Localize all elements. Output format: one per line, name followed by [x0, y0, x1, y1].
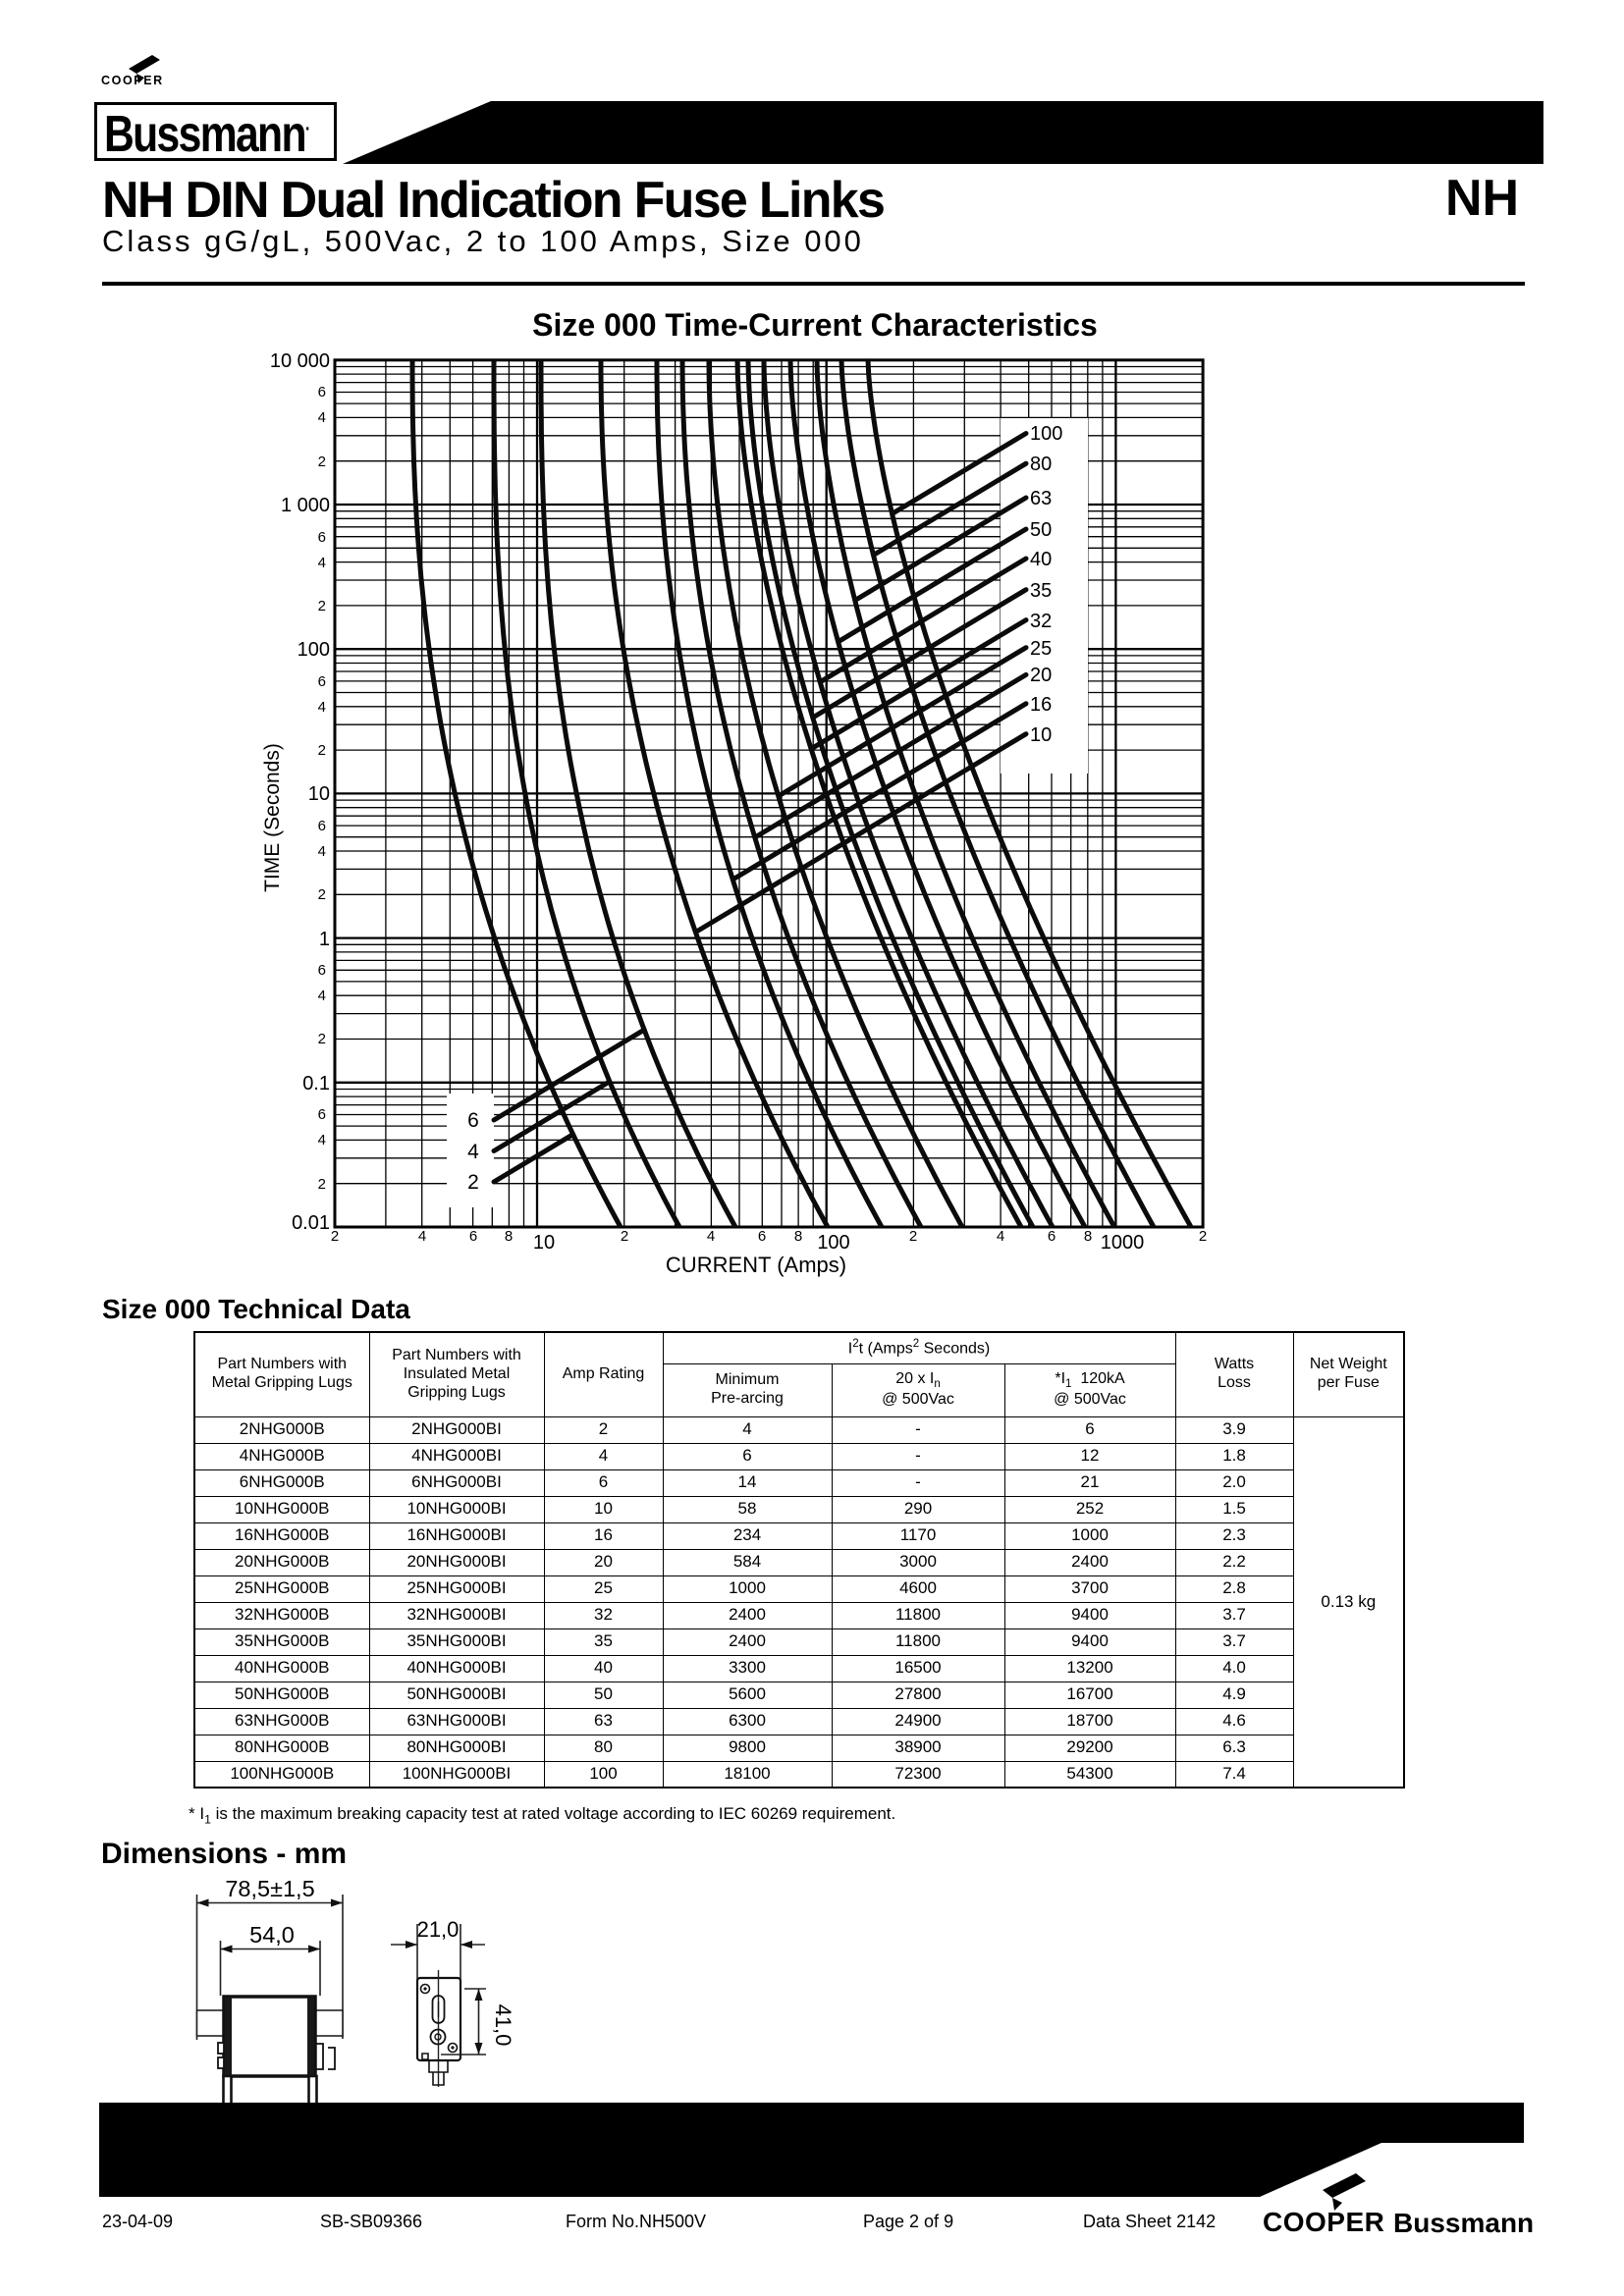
svg-text:25: 25: [1030, 638, 1052, 660]
svg-text:1: 1: [319, 929, 330, 950]
svg-text:100: 100: [817, 1232, 849, 1254]
svg-text:50: 50: [1030, 519, 1052, 541]
svg-text:1 000: 1 000: [281, 495, 330, 516]
svg-text:4: 4: [997, 1228, 1004, 1245]
svg-text:6: 6: [318, 384, 326, 400]
svg-text:2: 2: [467, 1171, 479, 1194]
svg-text:4: 4: [318, 843, 326, 860]
svg-text:2: 2: [331, 1228, 339, 1245]
svg-text:2: 2: [318, 1176, 326, 1193]
svg-text:10: 10: [533, 1232, 555, 1254]
svg-text:20: 20: [1030, 665, 1052, 686]
svg-text:4: 4: [418, 1228, 426, 1245]
svg-text:4: 4: [318, 1132, 326, 1148]
svg-text:2: 2: [318, 742, 326, 759]
svg-text:63: 63: [1030, 488, 1052, 509]
svg-text:0.1: 0.1: [302, 1073, 330, 1095]
svg-text:100: 100: [1030, 423, 1062, 445]
svg-text:4: 4: [318, 555, 326, 571]
svg-text:4: 4: [318, 409, 326, 426]
svg-text:8: 8: [505, 1228, 513, 1245]
svg-text:2: 2: [909, 1228, 917, 1245]
svg-text:6: 6: [467, 1109, 479, 1132]
svg-text:2: 2: [621, 1228, 628, 1245]
svg-text:CURRENT (Amps): CURRENT (Amps): [666, 1253, 846, 1277]
svg-text:2: 2: [318, 1031, 326, 1047]
svg-text:10: 10: [308, 783, 330, 805]
svg-text:2: 2: [318, 598, 326, 614]
svg-text:2: 2: [318, 886, 326, 903]
svg-text:8: 8: [1084, 1228, 1092, 1245]
svg-text:0.01: 0.01: [292, 1212, 330, 1234]
svg-text:4: 4: [318, 988, 326, 1004]
svg-text:6: 6: [318, 1106, 326, 1123]
svg-text:6: 6: [1048, 1228, 1056, 1245]
svg-text:32: 32: [1030, 611, 1052, 632]
svg-text:6: 6: [318, 673, 326, 690]
svg-text:35: 35: [1030, 580, 1052, 602]
svg-text:4: 4: [467, 1141, 479, 1163]
svg-text:2: 2: [1199, 1228, 1207, 1245]
svg-text:8: 8: [794, 1228, 802, 1245]
svg-text:21,0: 21,0: [417, 1917, 460, 1942]
svg-text:TIME (Seconds): TIME (Seconds): [261, 743, 284, 892]
svg-text:6: 6: [318, 962, 326, 979]
svg-text:1000: 1000: [1101, 1232, 1145, 1254]
svg-text:10 000: 10 000: [270, 350, 330, 372]
svg-text:6: 6: [318, 818, 326, 834]
svg-text:4: 4: [707, 1228, 715, 1245]
svg-text:41,0: 41,0: [491, 2004, 515, 2047]
svg-text:16: 16: [1030, 694, 1052, 716]
svg-text:6: 6: [469, 1228, 477, 1245]
svg-text:78,5±1,5: 78,5±1,5: [225, 1876, 314, 1901]
svg-text:6: 6: [758, 1228, 766, 1245]
svg-text:80: 80: [1030, 454, 1052, 475]
svg-text:54,0: 54,0: [249, 1922, 295, 1948]
svg-text:100: 100: [298, 639, 330, 661]
svg-text:4: 4: [318, 699, 326, 716]
svg-text:2: 2: [318, 454, 326, 470]
svg-text:10: 10: [1030, 724, 1052, 746]
svg-text:40: 40: [1030, 549, 1052, 570]
svg-text:6: 6: [318, 529, 326, 546]
